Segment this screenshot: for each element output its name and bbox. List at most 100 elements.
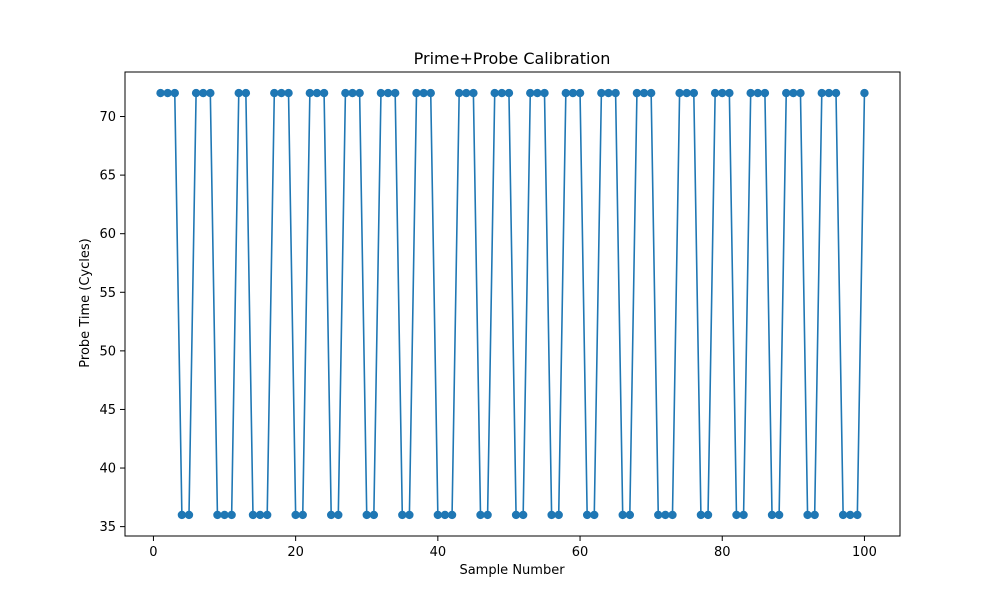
data-point	[540, 88, 549, 98]
data-point	[348, 88, 357, 98]
data-point	[497, 88, 507, 98]
x-tick-label: 100	[852, 545, 877, 560]
data-point	[803, 510, 812, 520]
data-point	[405, 510, 414, 520]
data-point	[831, 88, 841, 98]
data-point	[426, 88, 435, 98]
data-point	[255, 510, 265, 520]
series-line	[160, 92, 866, 516]
data-point	[710, 88, 720, 98]
data-point	[355, 88, 364, 98]
y-tick-label: 55	[99, 286, 116, 301]
plot-area: 0 20 40 60 80 100 35 40 45 50 55 60 65 70	[99, 71, 901, 560]
data-point	[191, 88, 201, 98]
chart-title: Prime+Probe Calibration	[414, 49, 611, 68]
data-point	[718, 88, 727, 98]
data-point	[213, 510, 222, 520]
data-point	[618, 510, 627, 520]
data-point	[817, 88, 826, 98]
data-point	[853, 510, 862, 520]
data-point	[597, 88, 606, 98]
data-point	[284, 88, 293, 98]
data-point	[668, 510, 677, 520]
y-tick-label: 50	[99, 344, 116, 359]
data-point	[319, 88, 329, 98]
data-point	[703, 510, 713, 520]
data-point	[846, 510, 855, 520]
data-point	[177, 510, 187, 520]
data-point	[554, 510, 563, 520]
x-tick-label: 0	[149, 545, 157, 560]
data-point	[227, 510, 236, 520]
data-point	[483, 510, 492, 520]
data-point	[298, 510, 307, 520]
x-tick-label: 20	[287, 545, 304, 560]
data-point	[732, 510, 741, 520]
y-tick-label: 70	[99, 110, 116, 125]
data-point	[170, 88, 179, 98]
data-point	[575, 88, 585, 98]
data-point	[767, 510, 777, 520]
y-tick-label: 40	[99, 462, 116, 477]
data-point	[639, 88, 649, 98]
data-point	[220, 510, 229, 520]
data-point	[312, 88, 322, 98]
data-point	[675, 88, 684, 98]
data-point	[625, 510, 635, 520]
data-point	[582, 510, 592, 520]
data-point	[518, 510, 528, 520]
data-point	[263, 510, 272, 520]
x-tick-label: 60	[572, 545, 589, 560]
data-point	[369, 510, 379, 520]
data-point	[206, 88, 215, 98]
data-point	[383, 88, 393, 98]
data-point	[156, 88, 165, 98]
data-point	[199, 88, 208, 98]
data-point	[838, 510, 848, 520]
x-tick-label: 40	[430, 545, 447, 560]
x-axis-title: Sample Number	[459, 563, 565, 578]
data-point	[604, 88, 613, 98]
data-point	[362, 510, 371, 520]
data-point	[476, 510, 485, 520]
data-point	[760, 88, 770, 98]
data-point	[774, 510, 784, 520]
data-point	[504, 88, 514, 98]
data-point	[739, 510, 748, 520]
data-point	[412, 88, 421, 98]
data-point	[277, 88, 286, 98]
data-point	[824, 88, 834, 98]
data-point	[746, 88, 755, 98]
data-point	[689, 88, 699, 98]
x-tick-label: 80	[714, 545, 731, 560]
y-tick-label: 65	[99, 169, 116, 184]
data-point	[810, 510, 819, 520]
y-axis-title: Probe Time (Cycles)	[78, 238, 93, 367]
data-point	[696, 510, 706, 520]
data-point	[632, 88, 642, 98]
data-point	[753, 88, 762, 98]
data-point	[341, 88, 350, 98]
data-point	[533, 88, 542, 98]
data-point	[440, 510, 450, 520]
data-point	[590, 510, 599, 520]
data-point	[334, 510, 343, 520]
y-tick-label: 45	[99, 403, 116, 418]
data-point	[469, 88, 478, 98]
y-tick-label: 60	[99, 227, 116, 242]
data-point	[646, 88, 656, 98]
data-point	[654, 510, 663, 520]
data-point	[305, 88, 315, 98]
data-point	[291, 510, 300, 520]
data-point	[561, 88, 571, 98]
data-point	[725, 88, 734, 98]
data-point	[462, 88, 471, 98]
data-point	[163, 88, 172, 98]
data-point	[447, 510, 457, 520]
data-point	[526, 88, 535, 98]
data-point	[376, 88, 386, 98]
data-point	[789, 88, 798, 98]
data-point	[270, 88, 279, 98]
plot-frame	[124, 71, 901, 537]
